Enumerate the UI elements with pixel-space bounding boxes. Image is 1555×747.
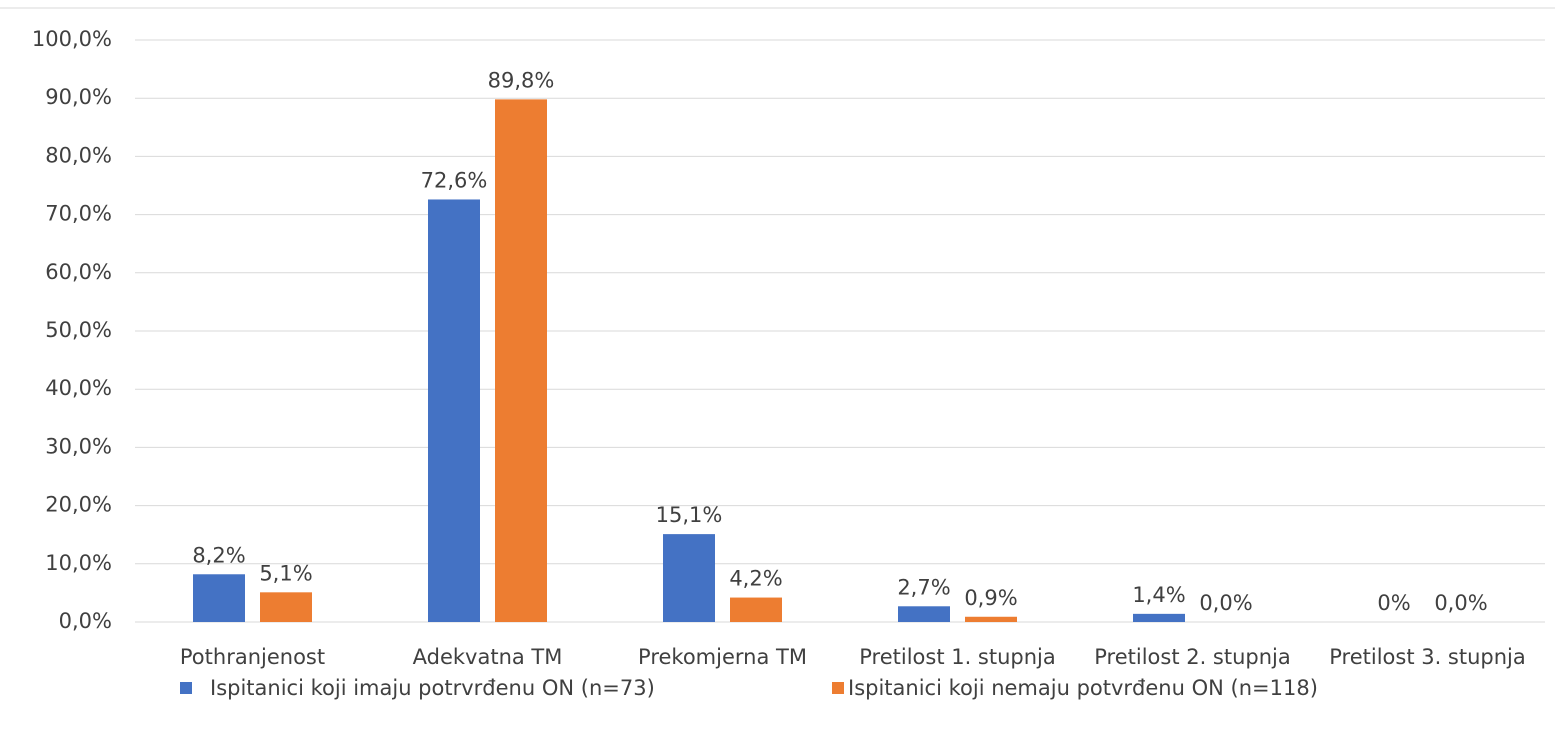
bar	[965, 616, 1017, 622]
y-tick-label: 80,0%	[45, 143, 112, 167]
data-label: 1,4%	[1132, 583, 1185, 607]
y-tick-label: 70,0%	[45, 202, 112, 226]
data-label: 0,9%	[964, 586, 1017, 610]
data-label: 0,0%	[1199, 591, 1252, 615]
y-tick-label: 40,0%	[45, 376, 112, 400]
data-label: 89,8%	[488, 68, 555, 92]
bar	[495, 99, 547, 622]
x-tick-label: Pretilost 1. stupnja	[859, 645, 1056, 669]
y-tick-label: 20,0%	[45, 493, 112, 517]
bar	[898, 606, 950, 622]
y-tick-label: 60,0%	[45, 260, 112, 284]
data-label: 8,2%	[192, 543, 245, 567]
bar	[193, 574, 245, 622]
y-tick-label: 30,0%	[45, 434, 112, 458]
data-label: 0,0%	[1434, 591, 1487, 615]
data-label: 15,1%	[656, 503, 723, 527]
x-tick-label: Pretilost 3. stupnja	[1329, 645, 1526, 669]
data-label: 4,2%	[729, 567, 782, 591]
y-tick-label: 100,0%	[32, 27, 112, 51]
legend-label: Ispitanici koji nemaju potvrđenu ON (n=1…	[848, 676, 1318, 700]
y-tick-label: 10,0%	[45, 551, 112, 575]
bar	[260, 592, 312, 622]
x-tick-label: Pretilost 2. stupnja	[1094, 645, 1291, 669]
legend-swatch	[832, 682, 844, 694]
data-label: 2,7%	[897, 575, 950, 599]
data-label: 0%	[1377, 591, 1410, 615]
data-label: 72,6%	[421, 168, 488, 192]
bar	[730, 597, 782, 622]
y-tick-label: 90,0%	[45, 85, 112, 109]
bar	[663, 534, 715, 622]
legend-label: Ispitanici koji imaju potrvrđenu ON (n=7…	[210, 676, 655, 700]
x-tick-label: Pothranjenost	[180, 645, 325, 669]
data-label: 5,1%	[259, 561, 312, 585]
y-tick-label: 50,0%	[45, 318, 112, 342]
legend-swatch	[180, 682, 192, 694]
bar	[1133, 613, 1185, 622]
x-tick-label: Adekvatna TM	[413, 645, 563, 669]
x-tick-label: Prekomjerna TM	[638, 645, 807, 669]
bar	[428, 199, 480, 622]
y-tick-label: 0,0%	[59, 609, 112, 633]
